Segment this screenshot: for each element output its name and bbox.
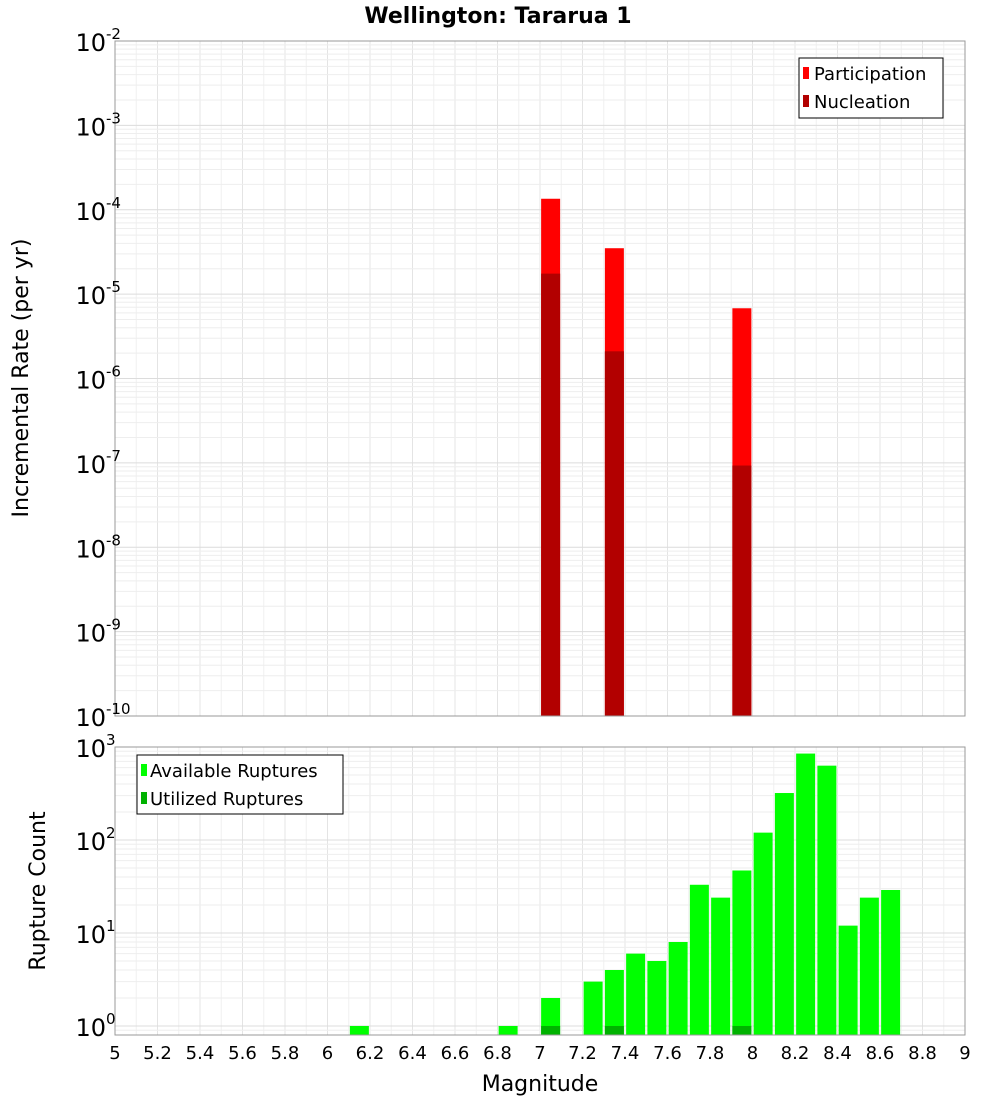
top-legend: Participation Nucleation xyxy=(798,57,944,119)
x-tick-label: 8.6 xyxy=(866,1043,895,1064)
x-tick-label: 5 xyxy=(109,1043,120,1064)
top-y-tick-label: 10 xyxy=(75,451,106,479)
rupture-primary-bar xyxy=(668,942,688,1035)
x-tick-label: 5.4 xyxy=(186,1043,215,1064)
x-tick-label: 5.6 xyxy=(228,1043,257,1064)
top-y-tick-exponent: -10 xyxy=(106,700,131,718)
top-legend-box xyxy=(798,57,944,119)
top-y-tick-exponent: -8 xyxy=(106,531,121,549)
x-axis-label: Magnitude xyxy=(482,1072,599,1097)
chart-title: Wellington: Tararua 1 xyxy=(364,4,631,29)
nucleation-legend-swatch xyxy=(803,95,809,107)
nucleation-legend-label: Nucleation xyxy=(814,92,910,113)
bottom-x-ticks: 5 5.2 5.4 5.6 5.8 6 6.2 6.4 6.6 6.8 7 7.2 7.4 7.6 7.8 8… xyxy=(109,1043,970,1064)
available-legend-swatch xyxy=(141,764,147,776)
bottom-plot-border xyxy=(114,746,966,1036)
rupture-primary-bar xyxy=(796,753,816,1035)
rupture-primary-bar xyxy=(774,793,794,1035)
top-y-tick-exponent: -7 xyxy=(106,447,121,465)
x-tick-label: 6.8 xyxy=(483,1043,512,1064)
x-tick-label: 7.6 xyxy=(653,1043,682,1064)
x-tick-label: 5.8 xyxy=(271,1043,300,1064)
rupture-primary-bar xyxy=(881,889,901,1035)
rupture-secondary-bar xyxy=(604,1025,624,1035)
top-y-tick-label: 10 xyxy=(75,367,106,395)
x-tick-label: 9 xyxy=(959,1043,970,1064)
rupture-primary-bar xyxy=(647,960,667,1035)
x-tick-label: 6.4 xyxy=(398,1043,427,1064)
top-y-tick-label: 10 xyxy=(75,620,106,648)
rupture-secondary-bar xyxy=(732,1025,752,1035)
bottom-legend-box xyxy=(136,754,344,815)
utilized-legend-label: Utilized Ruptures xyxy=(150,789,303,810)
rupture-primary-bar xyxy=(498,1025,518,1035)
top-grid xyxy=(114,40,966,717)
bottom-y-tick-label: 10 xyxy=(75,735,106,763)
x-tick-label: 8.2 xyxy=(781,1043,810,1064)
bottom-y-tick-exponent: 0 xyxy=(106,1010,116,1028)
bottom-y-tick-exponent: 1 xyxy=(106,917,116,935)
rupture-primary-bar xyxy=(583,981,603,1035)
top-y-tick-exponent: -6 xyxy=(106,363,121,381)
top-y-tick-label: 10 xyxy=(75,704,106,732)
top-y-tick-exponent: -5 xyxy=(106,278,121,296)
top-y-tick-exponent: -2 xyxy=(106,25,121,43)
x-tick-label: 7.8 xyxy=(696,1043,725,1064)
top-y-tick-label: 10 xyxy=(75,198,106,226)
rupture-primary-bar xyxy=(349,1025,369,1035)
x-tick-label: 8 xyxy=(747,1043,758,1064)
top-y-tick-label: 10 xyxy=(75,535,106,563)
utilized-legend-swatch xyxy=(141,792,147,804)
top-y-tick-label: 10 xyxy=(75,113,106,141)
participation-legend-label: Participation xyxy=(814,64,926,85)
x-tick-label: 7 xyxy=(534,1043,545,1064)
rate-secondary-bar xyxy=(604,351,624,716)
rupture-primary-bar xyxy=(817,765,837,1035)
rupture-primary-bar xyxy=(711,897,731,1035)
available-legend-label: Available Ruptures xyxy=(150,761,318,782)
participation-legend-swatch xyxy=(803,67,809,79)
bottom-y-tick-label: 10 xyxy=(75,828,106,856)
top-bars xyxy=(541,198,752,717)
rupture-primary-bar xyxy=(604,969,624,1035)
top-plot-border xyxy=(114,40,966,717)
x-tick-label: 6.2 xyxy=(356,1043,385,1064)
rate-secondary-bar xyxy=(541,273,561,716)
bottom-y-tick-exponent: 2 xyxy=(106,824,116,842)
rupture-primary-bar xyxy=(859,897,879,1035)
rupture-primary-bar xyxy=(626,953,646,1035)
rupture-primary-bar xyxy=(689,884,709,1035)
x-tick-label: 6.6 xyxy=(441,1043,470,1064)
x-tick-label: 7.4 xyxy=(611,1043,640,1064)
top-y-tick-exponent: -9 xyxy=(106,616,121,634)
rupture-primary-bar xyxy=(732,870,752,1035)
top-y-tick-label: 10 xyxy=(75,282,106,310)
top-y-tick-exponent: -4 xyxy=(106,194,121,212)
bottom-bars xyxy=(349,753,901,1035)
rupture-primary-bar xyxy=(838,925,858,1035)
x-tick-label: 6 xyxy=(322,1043,333,1064)
x-tick-label: 8.8 xyxy=(908,1043,937,1064)
top-y-tick-exponent: -3 xyxy=(106,109,121,127)
rupture-primary-bar xyxy=(541,997,561,1035)
rupture-secondary-bar xyxy=(541,1025,561,1035)
top-y-axis-label: Incremental Rate (per yr) xyxy=(9,239,34,518)
rupture-primary-bar xyxy=(753,832,773,1035)
bottom-y-tick-exponent: 3 xyxy=(106,731,116,749)
bottom-legend: Available Ruptures Utilized Ruptures xyxy=(136,754,344,815)
top-y-tick-label: 10 xyxy=(75,29,106,57)
x-tick-label: 8.4 xyxy=(823,1043,852,1064)
x-tick-label: 7.2 xyxy=(568,1043,597,1064)
bottom-y-axis-label: Rupture Count xyxy=(26,811,51,971)
bottom-y-tick-label: 10 xyxy=(75,1014,106,1042)
bottom-y-tick-label: 10 xyxy=(75,921,106,949)
rate-secondary-bar xyxy=(732,465,752,716)
x-tick-label: 5.2 xyxy=(143,1043,172,1064)
